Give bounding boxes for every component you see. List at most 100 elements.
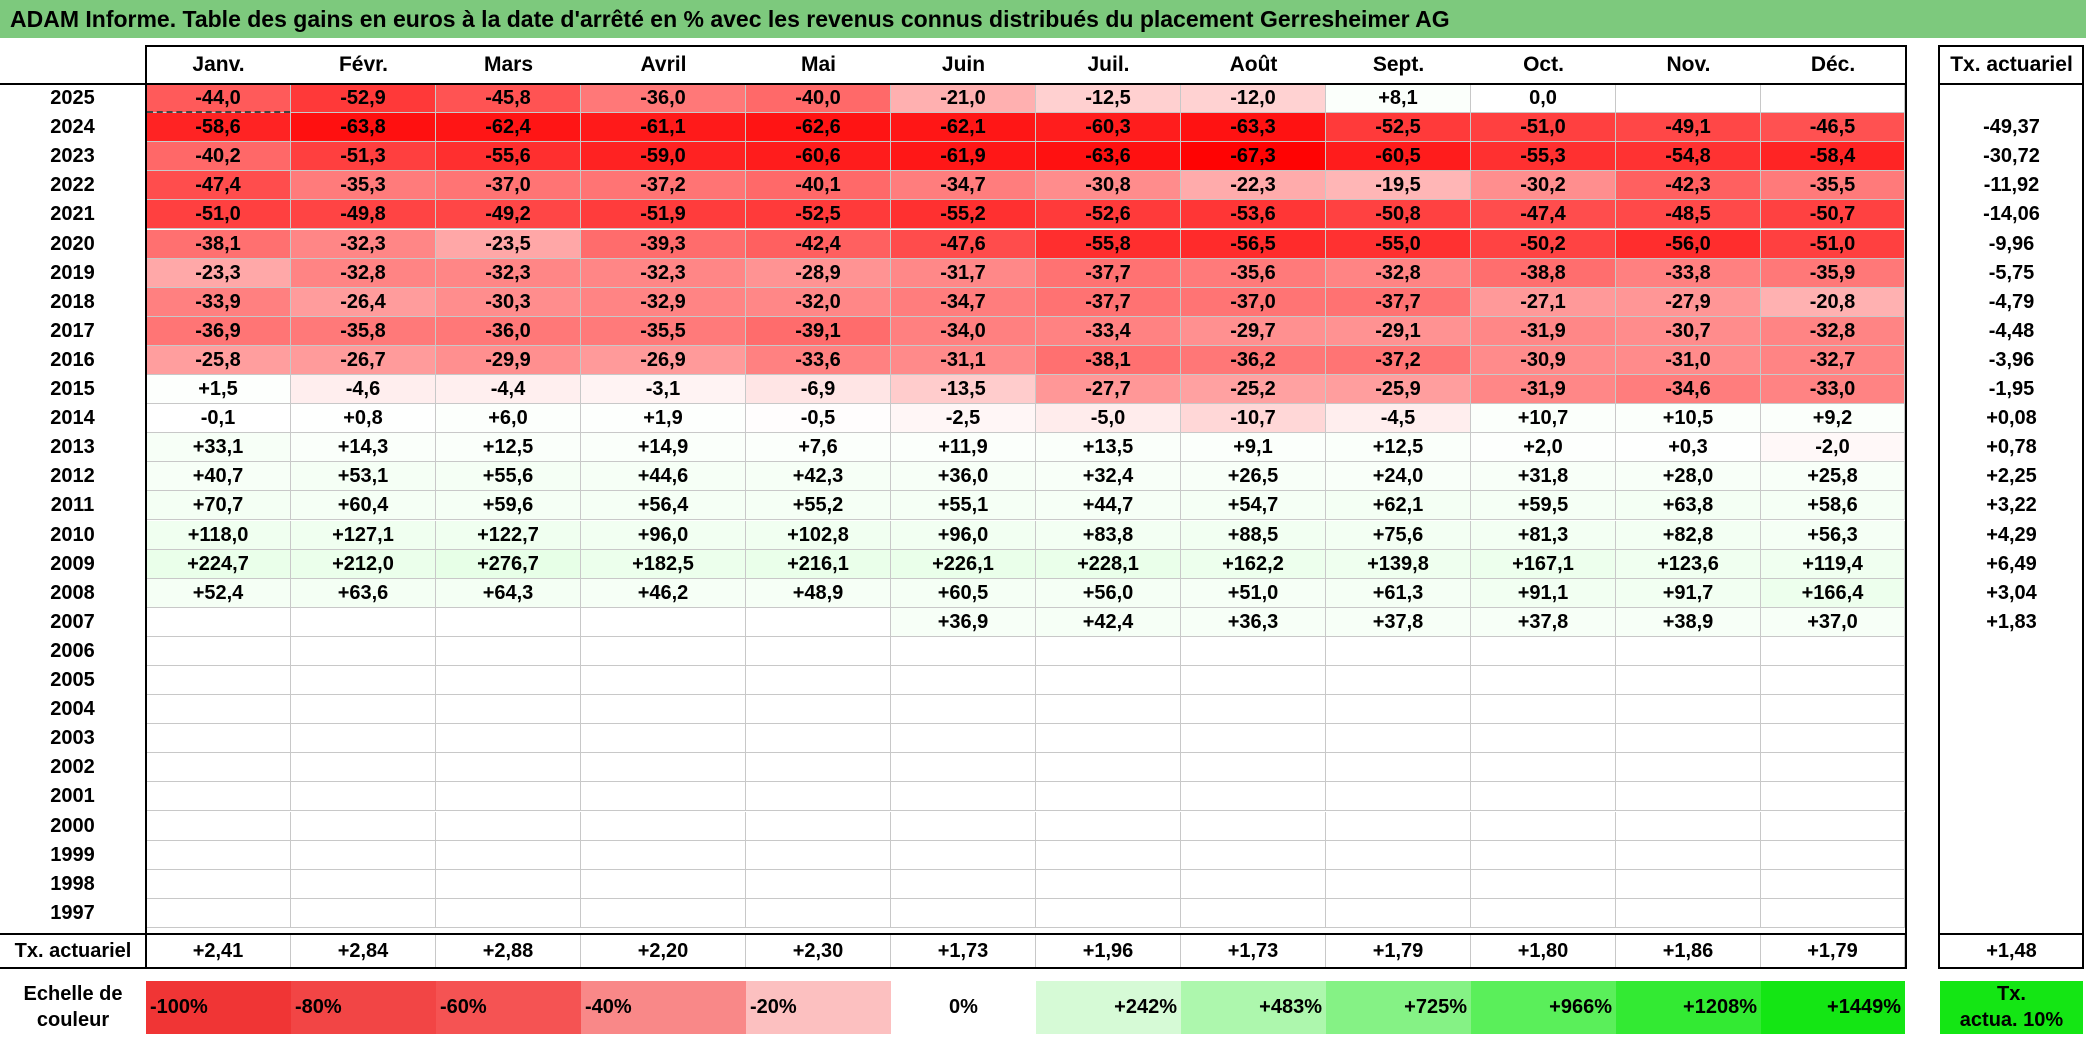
table-cell[interactable] [146,869,291,899]
table-cell[interactable] [1326,782,1471,812]
table-cell[interactable]: -26,9 [581,345,746,375]
table-cell[interactable]: -37,7 [1326,287,1471,317]
table-cell[interactable]: +82,8 [1616,520,1761,550]
table-cell[interactable]: +36,3 [1181,607,1326,637]
table-cell[interactable] [1761,636,1905,666]
table-cell[interactable]: +88,5 [1181,520,1326,550]
table-cell[interactable]: -63,6 [1036,142,1181,172]
table-cell[interactable] [746,753,891,783]
table-cell[interactable]: +224,7 [146,549,291,579]
table-cell[interactable]: -35,3 [291,171,436,201]
table-cell[interactable]: -63,8 [291,113,436,143]
table-cell[interactable] [1761,84,1905,114]
table-cell[interactable] [146,666,291,696]
table-cell[interactable]: -32,3 [436,258,581,288]
table-cell[interactable]: +0,3 [1616,433,1761,463]
table-cell[interactable]: -50,7 [1761,200,1905,230]
table-cell[interactable]: -54,8 [1616,142,1761,172]
table-cell[interactable] [1326,869,1471,899]
table-cell[interactable]: +7,6 [746,433,891,463]
table-cell[interactable] [1036,753,1181,783]
table-cell[interactable]: +53,1 [291,462,436,492]
table-cell[interactable]: +46,2 [581,578,746,608]
table-cell[interactable]: -44,0 [146,84,291,114]
table-cell[interactable] [146,782,291,812]
table-cell[interactable] [146,753,291,783]
table-cell[interactable] [1616,869,1761,899]
table-cell[interactable] [1471,811,1616,841]
table-cell[interactable] [1326,811,1471,841]
table-cell[interactable]: -4,4 [436,375,581,405]
table-cell[interactable]: -31,9 [1471,316,1616,346]
table-cell[interactable] [1616,666,1761,696]
table-cell[interactable] [1761,724,1905,754]
table-cell[interactable]: -34,0 [891,316,1036,346]
table-cell[interactable]: +122,7 [436,520,581,550]
table-cell[interactable] [891,666,1036,696]
table-cell[interactable]: +226,1 [891,549,1036,579]
table-cell[interactable] [1326,840,1471,870]
table-cell[interactable]: +25,8 [1761,462,1905,492]
table-cell[interactable] [1181,811,1326,841]
table-cell[interactable] [891,869,1036,899]
table-cell[interactable]: -27,9 [1616,287,1761,317]
table-cell[interactable]: +36,0 [891,462,1036,492]
table-cell[interactable]: +70,7 [146,491,291,521]
table-cell[interactable]: -23,3 [146,258,291,288]
table-cell[interactable] [1326,636,1471,666]
table-cell[interactable]: -52,5 [746,200,891,230]
table-cell[interactable]: -55,3 [1471,142,1616,172]
table-cell[interactable]: +8,1 [1326,84,1471,114]
table-cell[interactable]: +56,3 [1761,520,1905,550]
table-cell[interactable] [1471,782,1616,812]
table-cell[interactable]: -36,0 [436,316,581,346]
table-cell[interactable]: -49,8 [291,200,436,230]
table-cell[interactable]: -63,3 [1181,113,1326,143]
table-cell[interactable] [1036,898,1181,928]
table-cell[interactable]: -37,7 [1036,287,1181,317]
table-cell[interactable]: -47,4 [1471,200,1616,230]
table-cell[interactable]: -0,5 [746,404,891,434]
table-cell[interactable]: -4,5 [1326,404,1471,434]
table-cell[interactable]: -48,5 [1616,200,1761,230]
table-cell[interactable]: -31,7 [891,258,1036,288]
table-cell[interactable]: -30,9 [1471,345,1616,375]
table-cell[interactable] [1761,666,1905,696]
table-cell[interactable] [891,753,1036,783]
table-cell[interactable] [1471,636,1616,666]
table-cell[interactable]: -61,1 [581,113,746,143]
table-cell[interactable]: -51,3 [291,142,436,172]
table-cell[interactable]: -38,1 [146,229,291,259]
table-cell[interactable] [1761,695,1905,725]
table-cell[interactable]: +42,4 [1036,607,1181,637]
table-cell[interactable]: -51,0 [146,200,291,230]
table-cell[interactable]: +60,5 [891,578,1036,608]
table-cell[interactable]: +119,4 [1761,549,1905,579]
table-cell[interactable]: -33,9 [146,287,291,317]
table-cell[interactable]: +33,1 [146,433,291,463]
table-cell[interactable] [146,636,291,666]
table-cell[interactable]: -29,1 [1326,316,1471,346]
table-cell[interactable] [436,869,581,899]
table-cell[interactable]: -26,4 [291,287,436,317]
table-cell[interactable]: -36,9 [146,316,291,346]
table-cell[interactable] [436,782,581,812]
table-cell[interactable]: +9,2 [1761,404,1905,434]
table-cell[interactable] [1471,869,1616,899]
table-cell[interactable] [581,782,746,812]
table-cell[interactable] [291,869,436,899]
table-cell[interactable]: -32,9 [581,287,746,317]
table-cell[interactable] [1036,724,1181,754]
table-cell[interactable]: +31,8 [1471,462,1616,492]
table-cell[interactable]: -40,0 [746,84,891,114]
table-cell[interactable] [746,869,891,899]
table-cell[interactable] [1181,636,1326,666]
table-cell[interactable]: +56,0 [1036,578,1181,608]
table-cell[interactable]: +9,1 [1181,433,1326,463]
table-cell[interactable] [1616,898,1761,928]
table-cell[interactable]: -10,7 [1181,404,1326,434]
table-cell[interactable]: -25,2 [1181,375,1326,405]
table-cell[interactable]: -60,5 [1326,142,1471,172]
table-cell[interactable] [291,782,436,812]
table-cell[interactable]: -30,3 [436,287,581,317]
